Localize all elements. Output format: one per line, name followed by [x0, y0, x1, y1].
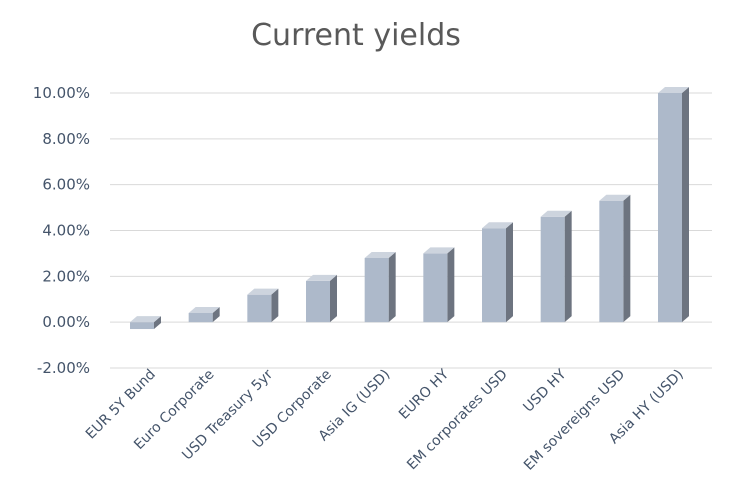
bar-front: [540, 216, 565, 323]
bar-top: [482, 222, 513, 229]
y-tick-label: -2.00%: [37, 359, 90, 377]
y-tick-label: 0.00%: [42, 313, 90, 331]
bar-side: [623, 194, 631, 323]
x-tick-label: EM sovereigns USD: [521, 367, 628, 474]
bar-front: [364, 258, 389, 323]
y-tick-label: 6.00%: [42, 176, 90, 194]
bar-front: [306, 280, 330, 323]
bar-side: [388, 252, 396, 323]
bar: [540, 210, 572, 323]
y-axis-tick-labels: -2.00% 0.00% 2.00% 4.00% 6.00% 8.00% 10.00%: [33, 84, 90, 377]
x-tick-label: EURO HY: [396, 366, 452, 422]
bar-top: [188, 307, 220, 313]
bar-front: [130, 322, 154, 330]
bar: [364, 252, 396, 323]
bar-front: [423, 253, 448, 323]
bar-side: [212, 307, 220, 323]
x-tick-label: EM corporates USD: [404, 367, 511, 474]
bar-top: [658, 87, 689, 93]
x-tick-label: USD HY: [520, 366, 569, 415]
bar-top: [540, 210, 572, 217]
bar-front: [188, 313, 213, 323]
bar: [130, 316, 161, 330]
bar-side: [154, 316, 161, 330]
bar-top: [599, 194, 631, 201]
bar-side: [506, 222, 513, 323]
y-tick-label: 8.00%: [42, 130, 90, 148]
bar-side: [682, 87, 689, 323]
bar: [247, 288, 279, 323]
bar-front: [247, 294, 272, 323]
bar: [482, 222, 513, 323]
bar-side: [330, 274, 337, 323]
bar-side: [447, 247, 455, 323]
y-tick-label: 10.00%: [33, 84, 90, 102]
chart-title: Current yields: [251, 18, 461, 53]
y-tick-label: 2.00%: [42, 267, 90, 285]
bar-top: [247, 288, 279, 295]
bar-top: [423, 247, 455, 254]
bar-front: [658, 93, 682, 323]
bar-top: [364, 252, 396, 258]
bar-top: [130, 316, 161, 323]
y-tick-label: 4.00%: [42, 222, 90, 240]
bar-top: [306, 274, 337, 281]
bar-front: [482, 228, 506, 323]
bar-side: [271, 288, 279, 323]
bar: [306, 274, 337, 323]
bar: [599, 194, 631, 323]
bar: [188, 307, 220, 323]
bar-side: [564, 210, 572, 323]
bar-front: [599, 200, 624, 323]
bar: [658, 87, 689, 323]
bars: [130, 87, 689, 330]
bar: [423, 247, 455, 323]
